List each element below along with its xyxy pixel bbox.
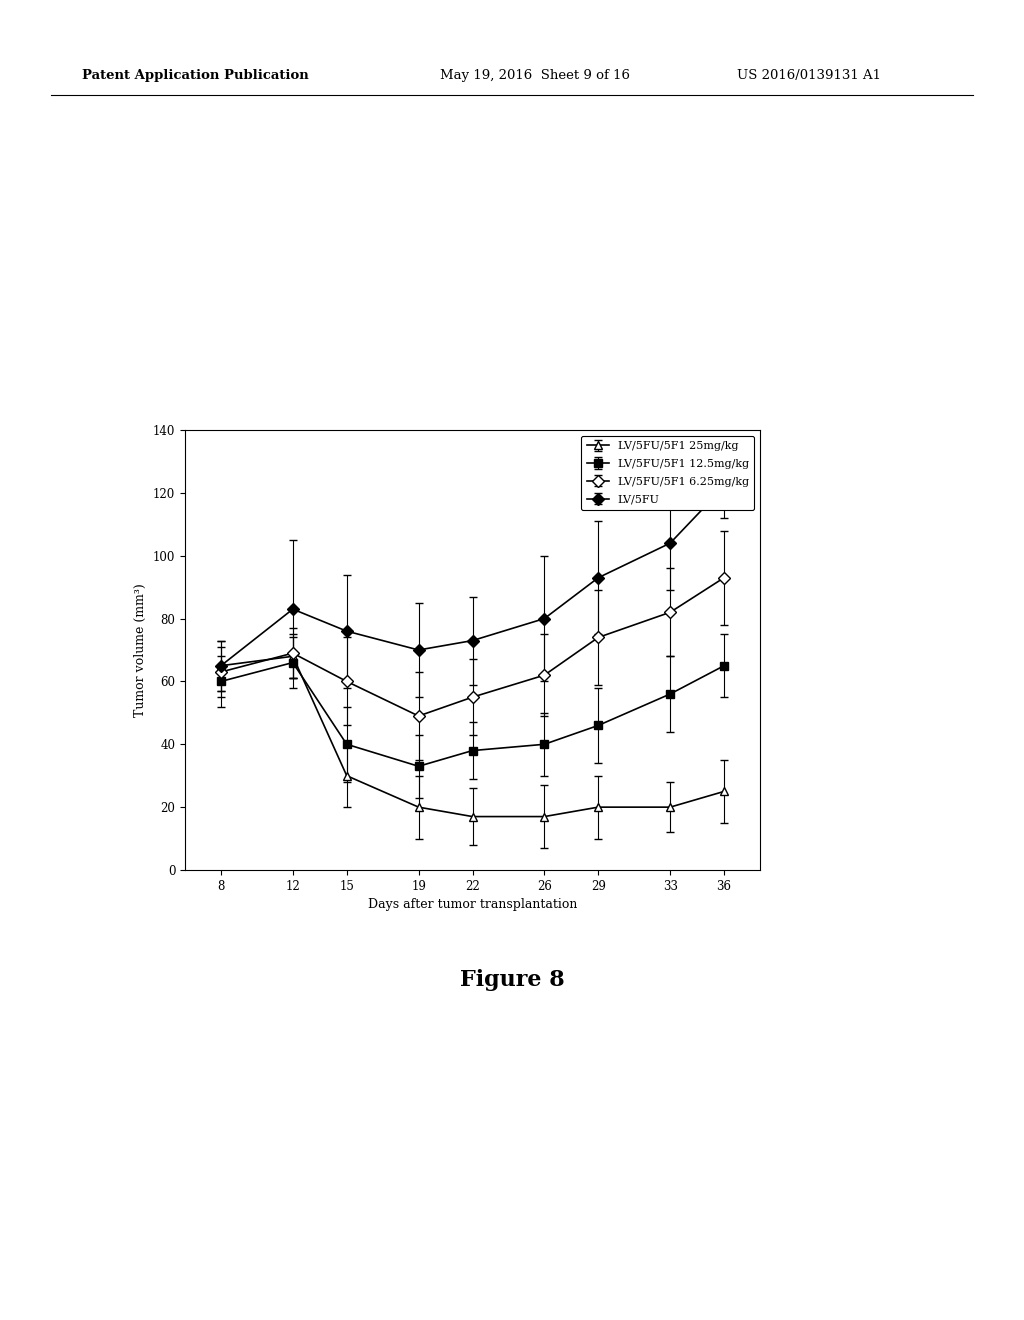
Text: Patent Application Publication: Patent Application Publication (82, 69, 308, 82)
Legend: LV/5FU/5F1 25mg/kg, LV/5FU/5F1 12.5mg/kg, LV/5FU/5F1 6.25mg/kg, LV/5FU: LV/5FU/5F1 25mg/kg, LV/5FU/5F1 12.5mg/kg… (581, 436, 755, 510)
Text: May 19, 2016  Sheet 9 of 16: May 19, 2016 Sheet 9 of 16 (440, 69, 631, 82)
X-axis label: Days after tumor transplantation: Days after tumor transplantation (368, 899, 578, 911)
Text: Figure 8: Figure 8 (460, 969, 564, 991)
Y-axis label: Tumor volume (mm³): Tumor volume (mm³) (134, 583, 147, 717)
Text: US 2016/0139131 A1: US 2016/0139131 A1 (737, 69, 882, 82)
